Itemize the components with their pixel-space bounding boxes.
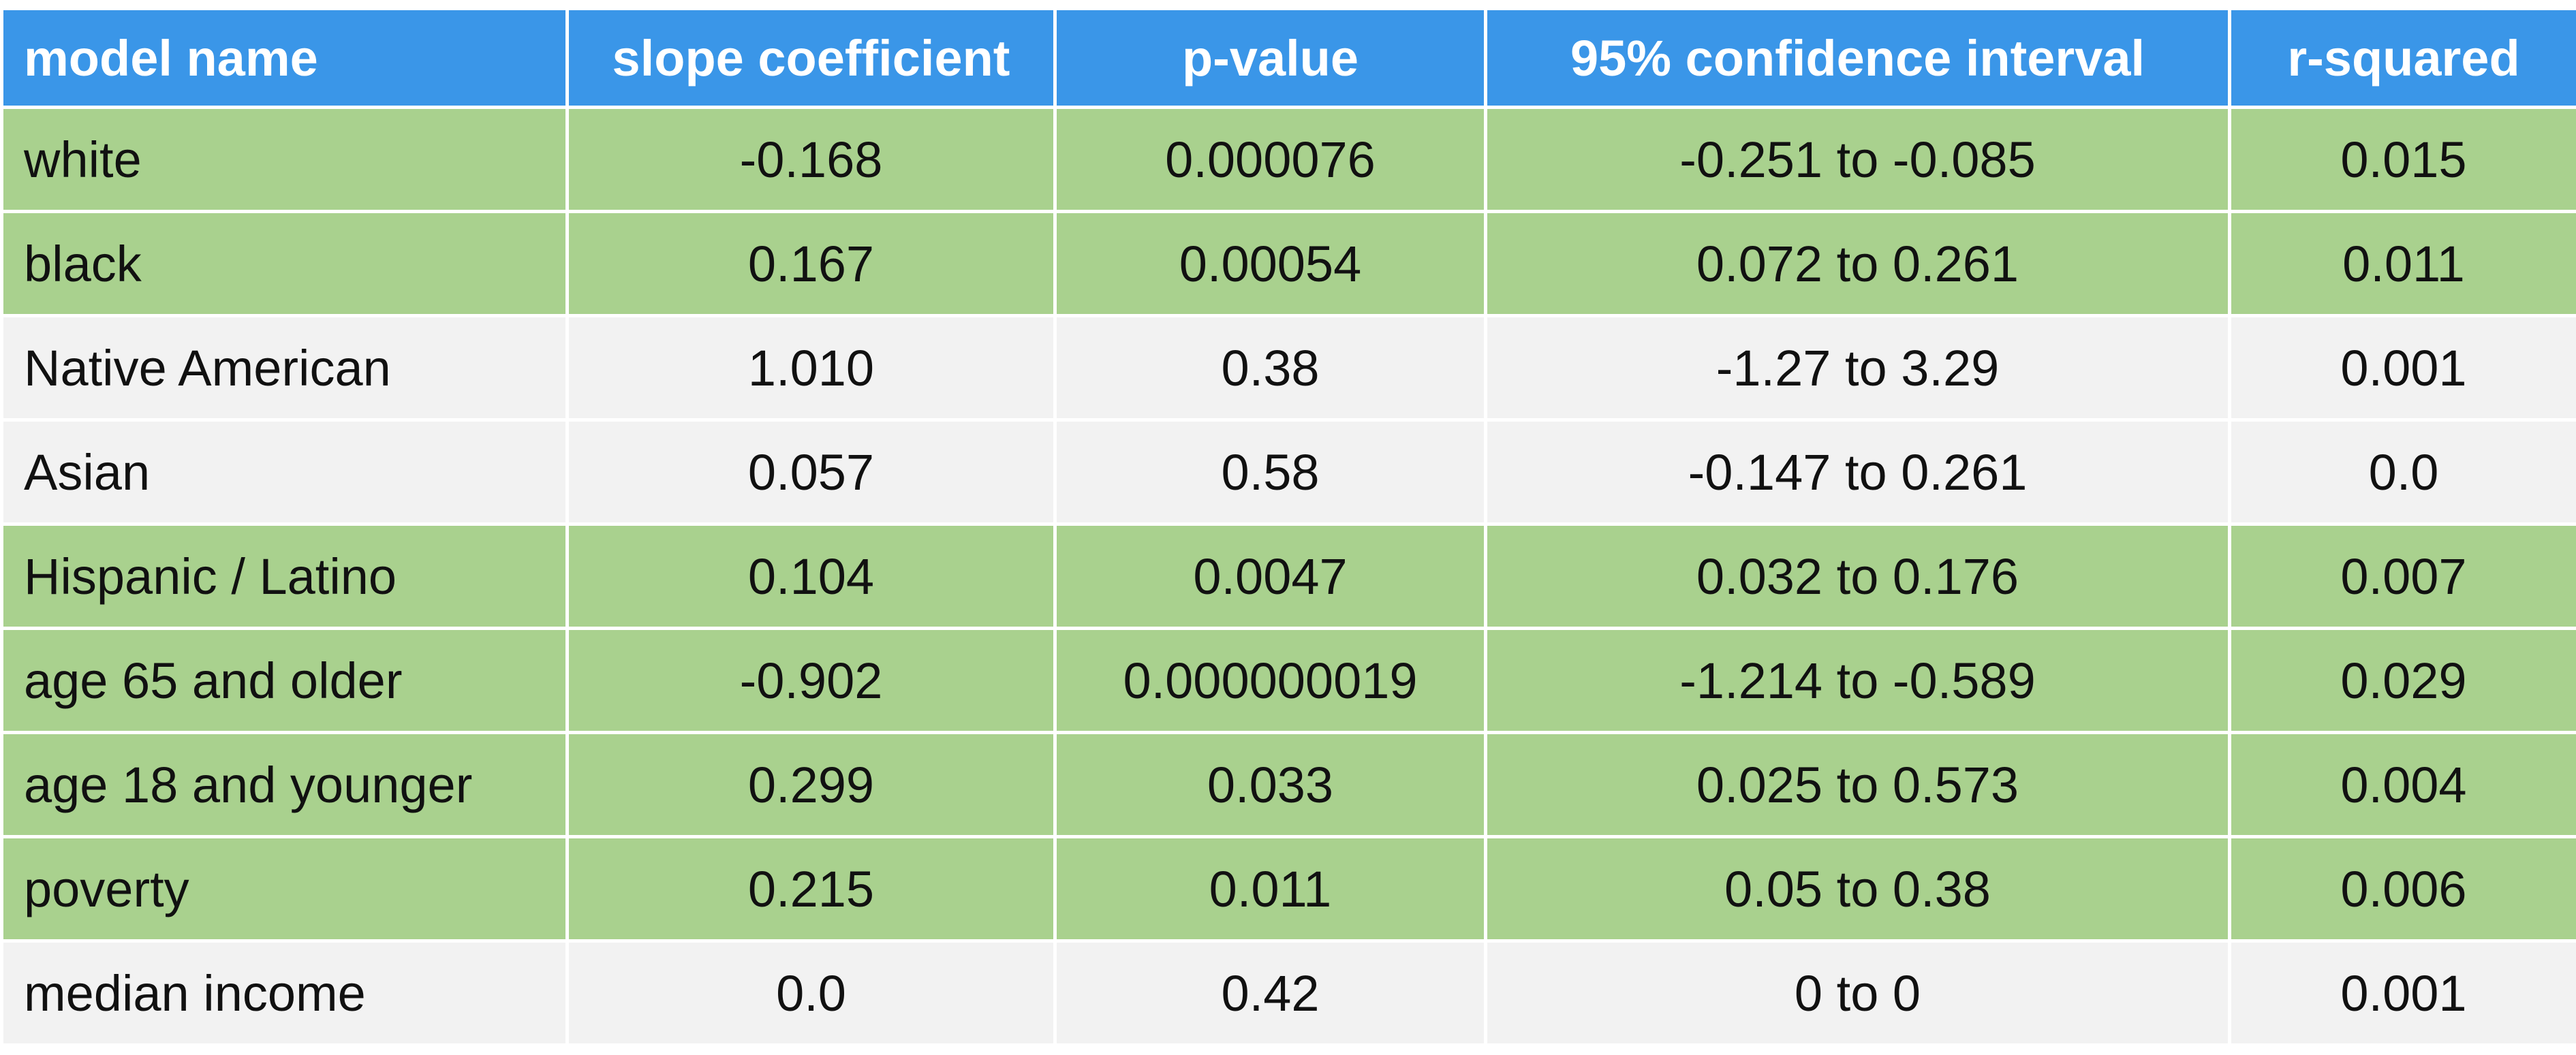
value-cell: -1.27 to 3.29 (1484, 314, 2231, 422)
table-row: Asian 0.057 0.58 -0.147 to 0.261 0.0 (0, 418, 2576, 526)
table-row: black 0.167 0.00054 0.072 to 0.261 0.011 (0, 210, 2576, 317)
value-cell: 0.006 (2228, 835, 2576, 943)
model-name-cell: age 18 and younger (0, 731, 569, 838)
value-cell: 0.072 to 0.261 (1484, 210, 2231, 317)
value-cell: 0.299 (565, 731, 1057, 838)
value-cell: 0 to 0 (1484, 939, 2231, 1047)
value-cell: -1.214 to -0.589 (1484, 627, 2231, 734)
value-cell: 0.007 (2228, 522, 2576, 630)
value-cell: 0.104 (565, 522, 1057, 630)
value-cell: 0.001 (2228, 314, 2576, 422)
model-name-cell: black (0, 210, 569, 317)
model-name-cell: median income (0, 939, 569, 1047)
table-row: age 65 and older -0.902 0.000000019 -1.214 … (0, 627, 2576, 734)
value-cell: 0.025 to 0.573 (1484, 731, 2231, 838)
header-row: model name slope coefficient p-value 95% co… (0, 7, 2576, 109)
table-row: white -0.168 0.000076 -0.251 to -0.085 0.015 (0, 106, 2576, 213)
table-row: poverty 0.215 0.011 0.05 to 0.38 0.006 (0, 835, 2576, 943)
table-row: Native American 1.010 0.38 -1.27 to 3.29 0.0… (0, 314, 2576, 422)
value-cell: 0.015 (2228, 106, 2576, 213)
value-cell: 0.167 (565, 210, 1057, 317)
value-cell: -0.902 (565, 627, 1057, 734)
table-row: median income 0.0 0.42 0 to 0 0.001 (0, 939, 2576, 1047)
table-body: white -0.168 0.000076 -0.251 to -0.085 0.015… (0, 106, 2576, 1047)
header-cell: model name (0, 7, 569, 109)
value-cell: 0.029 (2228, 627, 2576, 734)
table-row: Hispanic / Latino 0.104 0.0047 0.032 to 0.1… (0, 522, 2576, 630)
header-cell: 95% confidence interval (1484, 7, 2231, 109)
value-cell: 0.000076 (1053, 106, 1487, 213)
value-cell: -0.251 to -0.085 (1484, 106, 2231, 213)
results-table: model name slope coefficient p-value 95% co… (0, 7, 2576, 1047)
model-name-cell: age 65 and older (0, 627, 569, 734)
value-cell: -0.168 (565, 106, 1057, 213)
model-name-cell: Native American (0, 314, 569, 422)
value-cell: 0.057 (565, 418, 1057, 526)
header-cell: r-squared (2228, 7, 2576, 109)
value-cell: 0.38 (1053, 314, 1487, 422)
model-name-cell: Asian (0, 418, 569, 526)
value-cell: 0.011 (2228, 210, 2576, 317)
value-cell: 0.032 to 0.176 (1484, 522, 2231, 630)
value-cell: 0.0 (565, 939, 1057, 1047)
value-cell: 1.010 (565, 314, 1057, 422)
value-cell: 0.58 (1053, 418, 1487, 526)
value-cell: 0.001 (2228, 939, 2576, 1047)
header-cell: p-value (1053, 7, 1487, 109)
value-cell: 0.05 to 0.38 (1484, 835, 2231, 943)
header-cell: slope coefficient (565, 7, 1057, 109)
value-cell: 0.00054 (1053, 210, 1487, 317)
value-cell: 0.000000019 (1053, 627, 1487, 734)
value-cell: 0.0047 (1053, 522, 1487, 630)
value-cell: 0.011 (1053, 835, 1487, 943)
value-cell: 0.42 (1053, 939, 1487, 1047)
value-cell: 0.215 (565, 835, 1057, 943)
value-cell: 0.033 (1053, 731, 1487, 838)
model-name-cell: white (0, 106, 569, 213)
table-head: model name slope coefficient p-value 95% co… (0, 7, 2576, 109)
model-name-cell: poverty (0, 835, 569, 943)
value-cell: -0.147 to 0.261 (1484, 418, 2231, 526)
table-row: age 18 and younger 0.299 0.033 0.025 to 0.5… (0, 731, 2576, 838)
value-cell: 0.004 (2228, 731, 2576, 838)
model-name-cell: Hispanic / Latino (0, 522, 569, 630)
value-cell: 0.0 (2228, 418, 2576, 526)
